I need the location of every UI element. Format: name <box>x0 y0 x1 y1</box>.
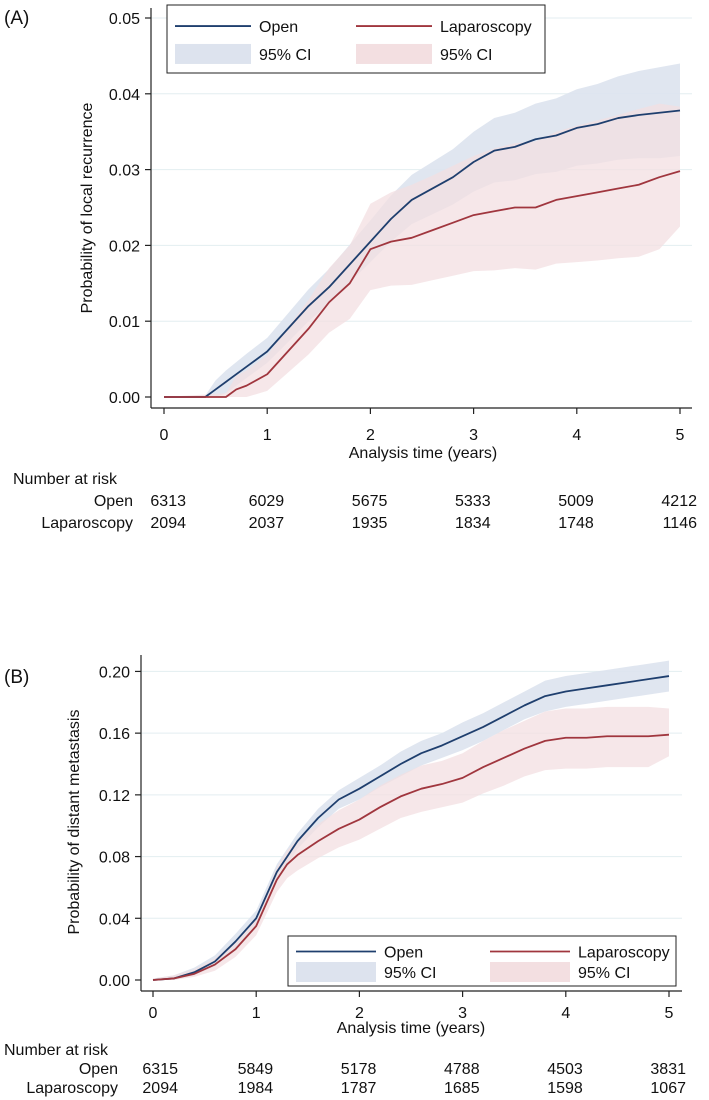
risk-value: 2037 <box>249 515 285 532</box>
risk-value: 6315 <box>142 1061 178 1078</box>
legend-swatch-open-ci <box>296 962 376 982</box>
x-axis-label: Analysis time (years) <box>349 445 497 462</box>
x-tick-label: 0 <box>160 427 169 444</box>
legend-label-open: Open <box>384 945 423 962</box>
risk-row-label: Laparoscopy <box>26 1080 118 1097</box>
risk-value: 1598 <box>547 1080 583 1097</box>
risk-value: 2094 <box>142 1080 178 1097</box>
x-tick-label: 0 <box>149 1005 158 1022</box>
risk-value: 5178 <box>341 1061 377 1078</box>
x-tick-label: 4 <box>572 427 581 444</box>
y-tick-label: 0.00 <box>99 973 130 990</box>
risk-value: 2094 <box>150 515 186 532</box>
risk-value: 1935 <box>352 515 388 532</box>
risk-row-label: Open <box>94 493 133 510</box>
series-line-open <box>164 109 681 398</box>
x-tick-label: 3 <box>458 1005 467 1022</box>
risk-value: 1984 <box>238 1080 274 1097</box>
series-line-laparoscopy <box>152 733 670 981</box>
risk-row-label: Open <box>79 1061 118 1078</box>
y-tick-label: 0.05 <box>109 11 140 28</box>
y-tick-label: 0.08 <box>99 850 130 867</box>
legend-label-ci-laparoscopy: 95% CI <box>440 47 492 64</box>
x-axis-label: Analysis time (years) <box>337 1020 485 1037</box>
legend-swatch-laparoscopy-ci <box>356 43 432 64</box>
x-tick-label: 5 <box>676 427 685 444</box>
legend-label-open: Open <box>259 19 298 36</box>
legend: Open 95% CI Laparoscopy 95% CI <box>287 935 677 987</box>
y-tick-label: 0.16 <box>99 726 130 743</box>
panel-label: (B) <box>4 667 29 688</box>
x-tick-label: 2 <box>366 427 375 444</box>
risk-value: 4503 <box>547 1061 583 1078</box>
y-tick-label: 0.03 <box>109 163 140 180</box>
risk-value: 1787 <box>341 1080 377 1097</box>
risk-value: 5009 <box>558 493 594 510</box>
risk-value: 1067 <box>650 1080 686 1097</box>
series-line-open <box>152 675 670 981</box>
y-tick-label: 0.20 <box>99 664 130 681</box>
panel-label: (A) <box>4 8 29 29</box>
legend-label-laparoscopy: Laparoscopy <box>440 19 532 36</box>
legend-label-ci-laparoscopy: 95% CI <box>578 965 630 982</box>
y-tick-label: 0.04 <box>109 87 140 104</box>
y-tick-label: 0.00 <box>109 390 140 407</box>
risk-value: 3831 <box>650 1061 686 1078</box>
risk-value: 6029 <box>249 493 285 510</box>
risk-table-header: Number at risk <box>13 471 118 488</box>
risk-value: 1685 <box>444 1080 480 1097</box>
y-tick-label: 0.04 <box>99 911 130 928</box>
risk-row-label: Laparoscopy <box>41 515 133 532</box>
legend-label-ci-open: 95% CI <box>384 965 436 982</box>
y-tick-label: 0.12 <box>99 788 130 805</box>
risk-value: 5675 <box>352 493 388 510</box>
panel-a: (A) 0.00 0.01 0.02 0.03 0.04 0.05 0 1 2 3 4 5 Analysi… <box>4 4 698 532</box>
legend-swatch-open-ci <box>175 43 251 64</box>
x-tick-label: 1 <box>263 427 272 444</box>
risk-value: 4212 <box>661 493 697 510</box>
series-line-laparoscopy <box>164 170 681 398</box>
legend: Open 95% CI Laparoscopy 95% CI <box>166 4 546 74</box>
legend-label-ci-open: 95% CI <box>259 47 311 64</box>
risk-value: 1146 <box>663 515 698 532</box>
legend-label-laparoscopy: Laparoscopy <box>578 945 670 962</box>
risk-value: 4788 <box>444 1061 480 1078</box>
x-tick-label: 5 <box>665 1005 674 1022</box>
ci-band-open <box>153 660 669 980</box>
risk-value: 5849 <box>238 1061 274 1078</box>
y-axis-label: Probability of local recurrence <box>79 103 96 314</box>
y-tick-label: 0.01 <box>109 314 140 331</box>
risk-value: 5333 <box>455 493 491 510</box>
risk-value: 1748 <box>558 515 594 532</box>
risk-value: 1834 <box>455 515 491 532</box>
y-axis-label: Probability of distant metastasis <box>66 710 83 935</box>
x-tick-label: 4 <box>561 1005 570 1022</box>
y-tick-label: 0.02 <box>109 238 140 255</box>
risk-value: 6313 <box>150 493 186 510</box>
panel-b: (B) 0.00 0.04 0.08 0.12 0.16 0.20 0 1 2 3 4 5 Analysi… <box>4 655 686 1097</box>
x-tick-label: 3 <box>469 427 478 444</box>
x-tick-label: 2 <box>355 1005 364 1022</box>
legend-swatch-laparoscopy-ci <box>490 962 570 982</box>
x-tick-label: 1 <box>252 1005 261 1022</box>
ci-band-laparoscopy <box>153 706 669 980</box>
risk-table-header: Number at risk <box>4 1042 109 1059</box>
ci-band-laparoscopy <box>164 103 680 398</box>
